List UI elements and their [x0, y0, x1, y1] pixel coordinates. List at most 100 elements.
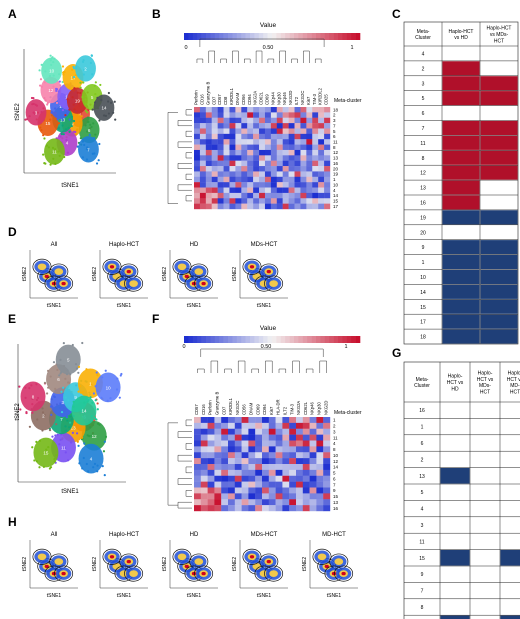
heatmap-b-cell: [229, 192, 236, 199]
heatmap-f-cell: [275, 499, 283, 506]
heatmap-b-cell: [276, 155, 283, 161]
heatmap-f-cell: [275, 440, 283, 447]
heatmap-f-cell: [296, 487, 303, 494]
heatmap-f-cell: [282, 475, 290, 482]
tsne-a-cell-point: [70, 76, 74, 79]
heatmap-f-colorbar-swatch: [188, 336, 194, 343]
heatmap-f-cell: [255, 452, 263, 459]
heatmap-b-cell: [264, 128, 272, 135]
table-c-significance-cell: [480, 329, 518, 344]
density-d-xlabel: tSNE1: [187, 303, 202, 309]
tsne-e-cell-point: [69, 421, 72, 424]
tsne-a-cell-point: [82, 81, 85, 84]
heatmap-f-meta-label: Meta-cluster: [334, 410, 362, 416]
heatmap-b-cell: [318, 182, 325, 188]
heatmap-b-row-label: 6: [333, 134, 336, 139]
heatmap-f-row-label: 16: [333, 506, 339, 511]
heatmap-f-row-label: 12: [333, 459, 339, 464]
heatmap-b-cell: [223, 171, 230, 177]
tsne-a-cell-point: [86, 116, 90, 119]
heatmap-f-cell: [221, 422, 229, 429]
heatmap-b-col-dendrogram: [220, 58, 227, 63]
heatmap-f-colorbar-swatch: [346, 336, 352, 343]
heatmap-b-cell: [241, 133, 248, 140]
heatmap-b-colorbar-title: Value: [260, 22, 277, 29]
heatmap-f-colorbar-swatch: [219, 336, 224, 343]
heatmap-f-cell: [221, 499, 229, 506]
heatmap-f-cell: [200, 417, 208, 424]
heatmap-b-cell: [241, 160, 248, 167]
tsne-a-cell-point: [57, 122, 61, 125]
heatmap-b-cell: [259, 133, 266, 140]
table-g-header: HCT: [510, 390, 520, 396]
heatmap-b-cell: [288, 133, 295, 140]
density-h-ylabel: tSNE2: [162, 557, 168, 572]
heatmap-b-cell: [247, 107, 254, 113]
heatmap-b-cell: [282, 176, 289, 183]
tsne-a-cell-point: [98, 119, 101, 122]
heatmap-f-cell: [200, 499, 208, 506]
density-h-density-mid: [194, 558, 204, 565]
table-g-cluster-id: 5: [421, 490, 424, 496]
heatmap-b-cell: [211, 112, 218, 118]
heatmap-b-cell: [300, 203, 307, 210]
table-c-significance-cell: [480, 255, 518, 270]
heatmap-b-cell: [294, 139, 301, 145]
heatmap-b-marker-label: DNAM: [235, 92, 240, 105]
tsne-e-cell-point: [95, 371, 98, 374]
heatmap-b-cell: [294, 176, 301, 183]
heatmap-b-cell: [264, 123, 272, 129]
heatmap-b-cell: [241, 128, 248, 135]
heatmap-b-cell: [324, 149, 331, 156]
heatmap-f-row-label: 8: [333, 447, 336, 452]
tsne-e-cell-point: [64, 396, 67, 399]
tsne-e-cell-point: [46, 392, 49, 395]
heatmap-b-cell: [300, 192, 307, 199]
heatmap-f-cell: [207, 469, 215, 476]
heatmap-f-colorbar-swatch: [201, 336, 207, 343]
heatmap-b-row-label: 20: [333, 166, 339, 171]
panel-letter-b: B: [152, 7, 161, 21]
heatmap-b-cell: [288, 144, 295, 151]
tsne-e-cell-point: [64, 425, 67, 428]
tsne-a-cell-point: [107, 100, 110, 103]
heatmap-b-cell: [306, 139, 313, 145]
density-h-density-mid: [37, 553, 47, 561]
heatmap-b-cell: [288, 203, 295, 210]
heatmap-f-cell: [214, 440, 222, 447]
table-g-significance-cell: [440, 615, 470, 619]
tsne-a-cell-point: [107, 112, 111, 115]
heatmap-b-colorbar-swatch: [338, 33, 343, 40]
heatmap-f-cell: [309, 493, 317, 500]
tsne-e-cluster-label: 10: [106, 385, 112, 390]
heatmap-f-cell: [268, 487, 276, 494]
tsne-a-cell-point: [97, 159, 100, 162]
heatmap-f-cell: [214, 422, 222, 429]
heatmap-f-cell: [268, 440, 276, 447]
heatmap-b-cell: [294, 198, 301, 204]
heatmap-b-cell: [194, 112, 201, 118]
tsne-a-cell-point: [84, 109, 87, 112]
tsne-e-cell-point: [41, 429, 44, 432]
heatmap-b-cell: [306, 187, 313, 194]
heatmap-b-cell: [324, 139, 331, 145]
heatmap-b-cell: [247, 176, 254, 183]
heatmap-b-cell: [205, 107, 212, 113]
heatmap-f-cell: [228, 481, 235, 488]
heatmap-b-cell: [276, 198, 283, 204]
heatmap-b-cell: [282, 149, 289, 156]
heatmap-b-cell: [288, 139, 295, 145]
tsne-e-ylabel: tSNE2: [15, 403, 21, 421]
tsne-e-cell-point: [82, 390, 85, 394]
heatmap-f-row-label: 1: [333, 418, 336, 423]
tsne-e-cell-point: [76, 440, 79, 443]
tsne-a-cell-point: [55, 89, 58, 92]
table-g-significance-cell: [440, 468, 470, 484]
heatmap-b-cell: [276, 187, 283, 194]
heatmap-f-cell: [214, 428, 222, 435]
heatmap-b-row-label: 16: [333, 161, 339, 166]
heatmap-b-cell: [241, 112, 248, 118]
heatmap-f-cell: [262, 440, 269, 447]
heatmap-f-cell: [282, 428, 290, 435]
